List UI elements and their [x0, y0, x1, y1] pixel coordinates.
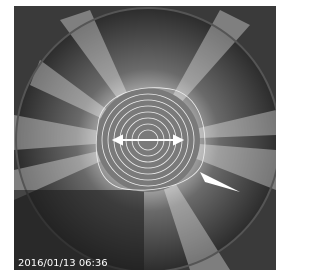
coronagraph-view: 2016/01/13 06:36 [0, 0, 284, 273]
timestamp: 2016/01/13 06:36 [18, 258, 108, 269]
image: 2016/01/13 06:36 [14, 6, 280, 272]
